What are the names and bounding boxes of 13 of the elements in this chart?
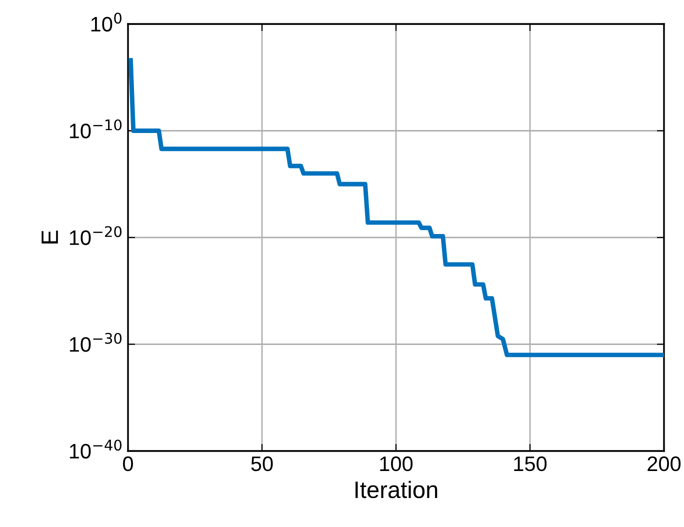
y-tick-label: 10$^{−30}$ [70,332,122,352]
x-tick-label: 200 [648,456,681,472]
x-axis-title: Iteration [356,480,438,498]
y-tick-label: 10$^{−40}$ [70,440,122,459]
x-tick-label: 150 [514,456,547,472]
y-tick-label: 10$^{−20}$ [70,226,122,246]
x-tick-label: 50 [251,456,273,472]
x-tick-label: 0 [123,456,133,472]
y-tick-label: 10$^{0}$ [91,12,122,32]
y-tick-label: 10$^{−10}$ [70,119,122,138]
line-series [128,58,664,358]
y-axis-title: E [42,230,58,244]
x-tick-label: 100 [380,456,413,472]
